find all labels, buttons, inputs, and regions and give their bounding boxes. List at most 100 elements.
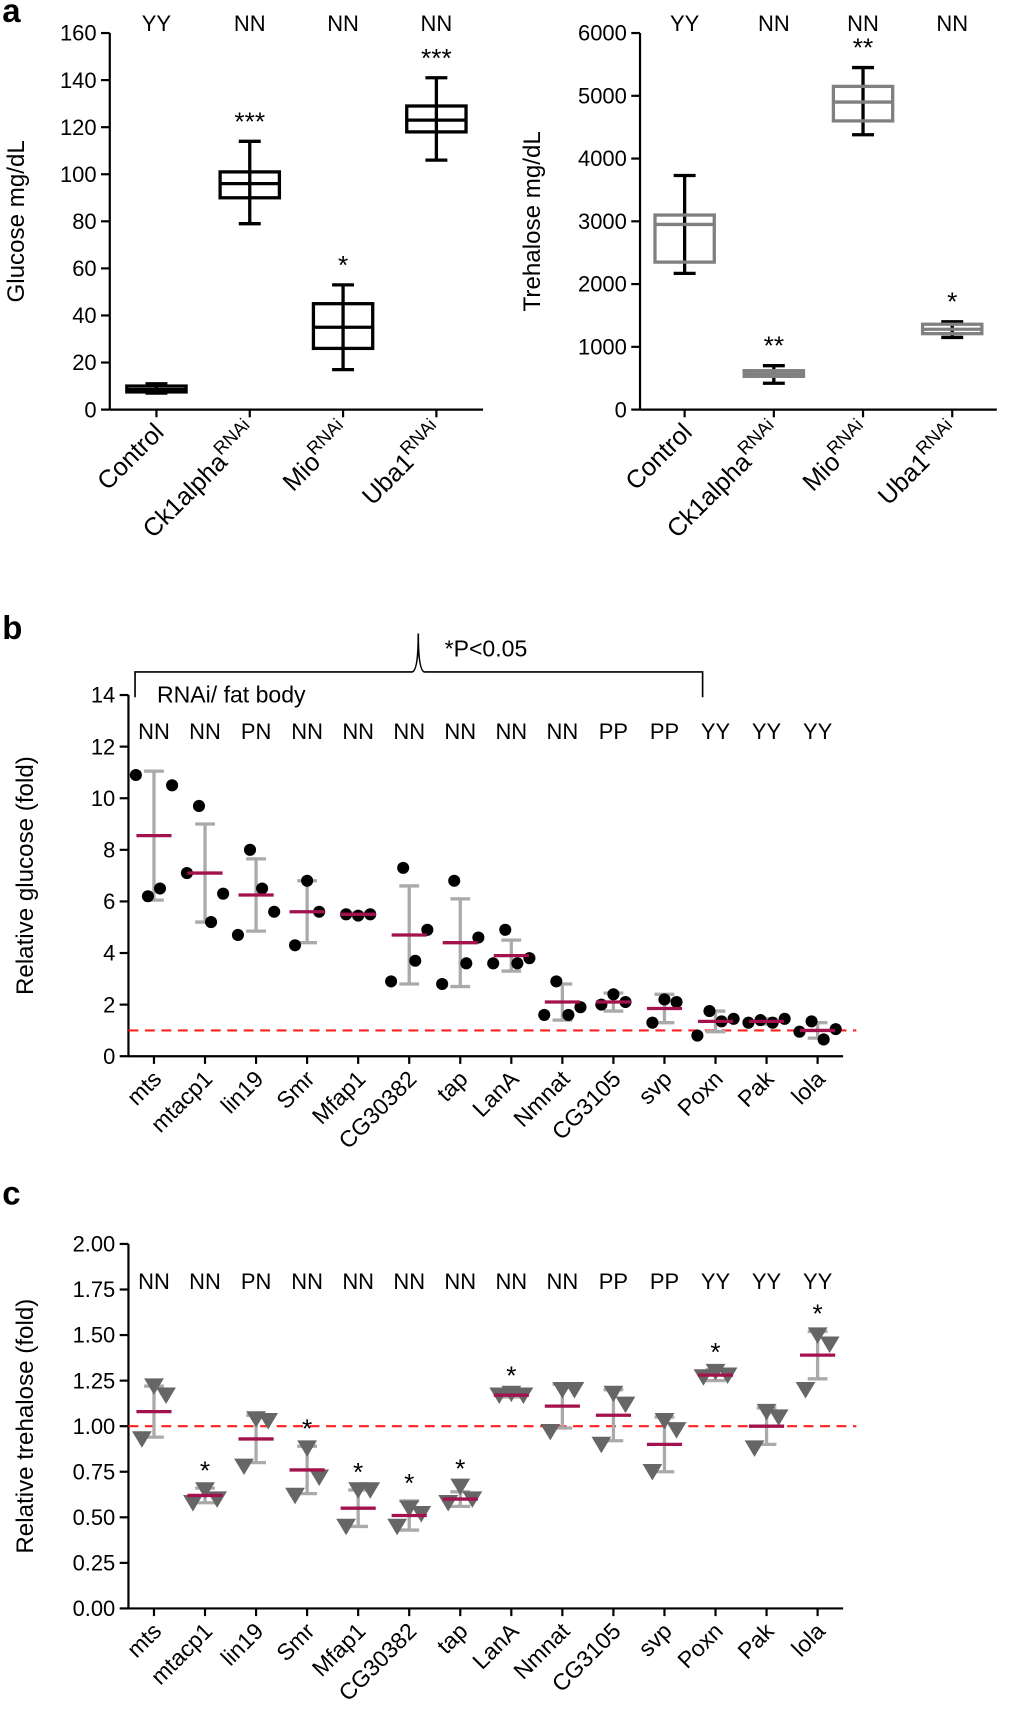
- group-label: NN: [393, 719, 425, 744]
- panel-label: a: [2, 0, 21, 29]
- y-tick-label: 60: [72, 256, 96, 281]
- category-superscript: RNAi: [303, 415, 347, 459]
- group-label: NN: [758, 11, 790, 36]
- category-name: lin19: [216, 1618, 269, 1671]
- category-name: lola: [786, 1065, 830, 1109]
- point: [234, 1458, 254, 1476]
- category-name: Poxn: [672, 1066, 728, 1122]
- point: [192, 799, 206, 813]
- category-name: svp: [633, 1066, 677, 1110]
- point: [256, 882, 269, 895]
- y-tick-label: 1.50: [73, 1323, 116, 1348]
- y-tick-label: 0.00: [73, 1596, 116, 1621]
- point: [670, 996, 683, 1009]
- point: [807, 1327, 828, 1344]
- point: [487, 957, 500, 970]
- point: [642, 1464, 663, 1481]
- y-tick-label: 4: [103, 941, 115, 966]
- point: [817, 1033, 830, 1046]
- y-tick-label: 6000: [578, 21, 627, 46]
- point: [511, 957, 524, 970]
- point: [258, 1413, 279, 1430]
- point: [591, 1436, 612, 1454]
- y-tick-label: 40: [72, 303, 96, 328]
- point: [693, 1369, 714, 1386]
- point: [574, 1001, 587, 1014]
- y-tick-label: 2000: [578, 272, 627, 297]
- y-axis-title: Glucose mg/dL: [3, 140, 30, 302]
- significance: ***: [421, 43, 452, 73]
- significance: *: [200, 1455, 210, 1485]
- x-tick-label: svp: [633, 1618, 677, 1662]
- point: [360, 1482, 381, 1499]
- significance: ***: [234, 106, 265, 136]
- category-name: lola: [786, 1618, 830, 1662]
- point: [805, 1015, 818, 1028]
- y-tick-label: 14: [91, 683, 115, 708]
- x-tick-label: lin19: [216, 1066, 269, 1119]
- bracket-annotation: *P<0.05: [445, 636, 528, 662]
- group-label: NN: [342, 719, 374, 744]
- point: [144, 1378, 164, 1395]
- group-label: NN: [495, 1269, 527, 1294]
- y-tick-label: 2.00: [73, 1232, 116, 1257]
- group-label: NN: [547, 1269, 579, 1294]
- x-tick-label: Poxn: [672, 1066, 728, 1122]
- point: [793, 1025, 806, 1038]
- y-tick-label: 6: [103, 889, 115, 914]
- significance: *: [353, 1457, 363, 1487]
- group-label: PP: [599, 1269, 628, 1294]
- point: [744, 1440, 765, 1457]
- significance: *: [710, 1337, 720, 1367]
- category-name: Control: [620, 418, 697, 495]
- group-label: NN: [444, 719, 476, 744]
- y-tick-label: 5000: [578, 83, 627, 108]
- x-tick-label: MioRNAi: [794, 415, 876, 497]
- point: [472, 931, 485, 944]
- significance: *: [947, 287, 957, 317]
- x-tick-label: Uba1RNAi: [353, 415, 449, 511]
- group-label: YY: [701, 719, 731, 744]
- point: [654, 1413, 675, 1430]
- group-label: NN: [138, 1269, 170, 1294]
- group-label: PN: [241, 719, 271, 744]
- significance: *: [455, 1454, 465, 1484]
- point: [297, 1440, 317, 1457]
- point: [540, 1423, 561, 1441]
- point: [217, 887, 230, 900]
- group-label: NN: [847, 11, 879, 36]
- x-tick-label: tap: [432, 1618, 473, 1659]
- point: [691, 1029, 704, 1042]
- significance: *: [404, 1468, 414, 1498]
- group-label: YY: [752, 719, 782, 744]
- panel-label: c: [2, 1174, 20, 1211]
- point: [829, 1023, 842, 1036]
- point: [819, 1336, 840, 1353]
- y-tick-label: 140: [60, 68, 97, 93]
- point: [285, 1487, 305, 1505]
- x-tick-label: lin19: [216, 1618, 269, 1671]
- y-tick-label: 20: [72, 350, 96, 375]
- x-tick-label: Pak: [732, 1065, 779, 1112]
- point: [607, 988, 620, 1001]
- point: [564, 1382, 585, 1399]
- y-tick-label: 160: [60, 21, 97, 46]
- category-name: Control: [92, 418, 169, 495]
- point: [646, 1016, 659, 1029]
- point: [658, 993, 671, 1006]
- point: [397, 861, 410, 874]
- point: [795, 1382, 816, 1399]
- point: [421, 923, 434, 936]
- y-tick-label: 1.00: [73, 1414, 116, 1439]
- group-label: NN: [936, 11, 968, 36]
- y-tick-label: 120: [60, 115, 97, 140]
- y-tick-label: 8: [103, 838, 115, 863]
- y-axis-title: Relative glucose (fold): [12, 756, 39, 995]
- point: [460, 957, 473, 970]
- point: [309, 1469, 330, 1486]
- group-label: NN: [342, 1269, 374, 1294]
- group-label: YY: [803, 719, 833, 744]
- group-label: YY: [803, 1269, 833, 1294]
- group-label: NN: [421, 11, 453, 36]
